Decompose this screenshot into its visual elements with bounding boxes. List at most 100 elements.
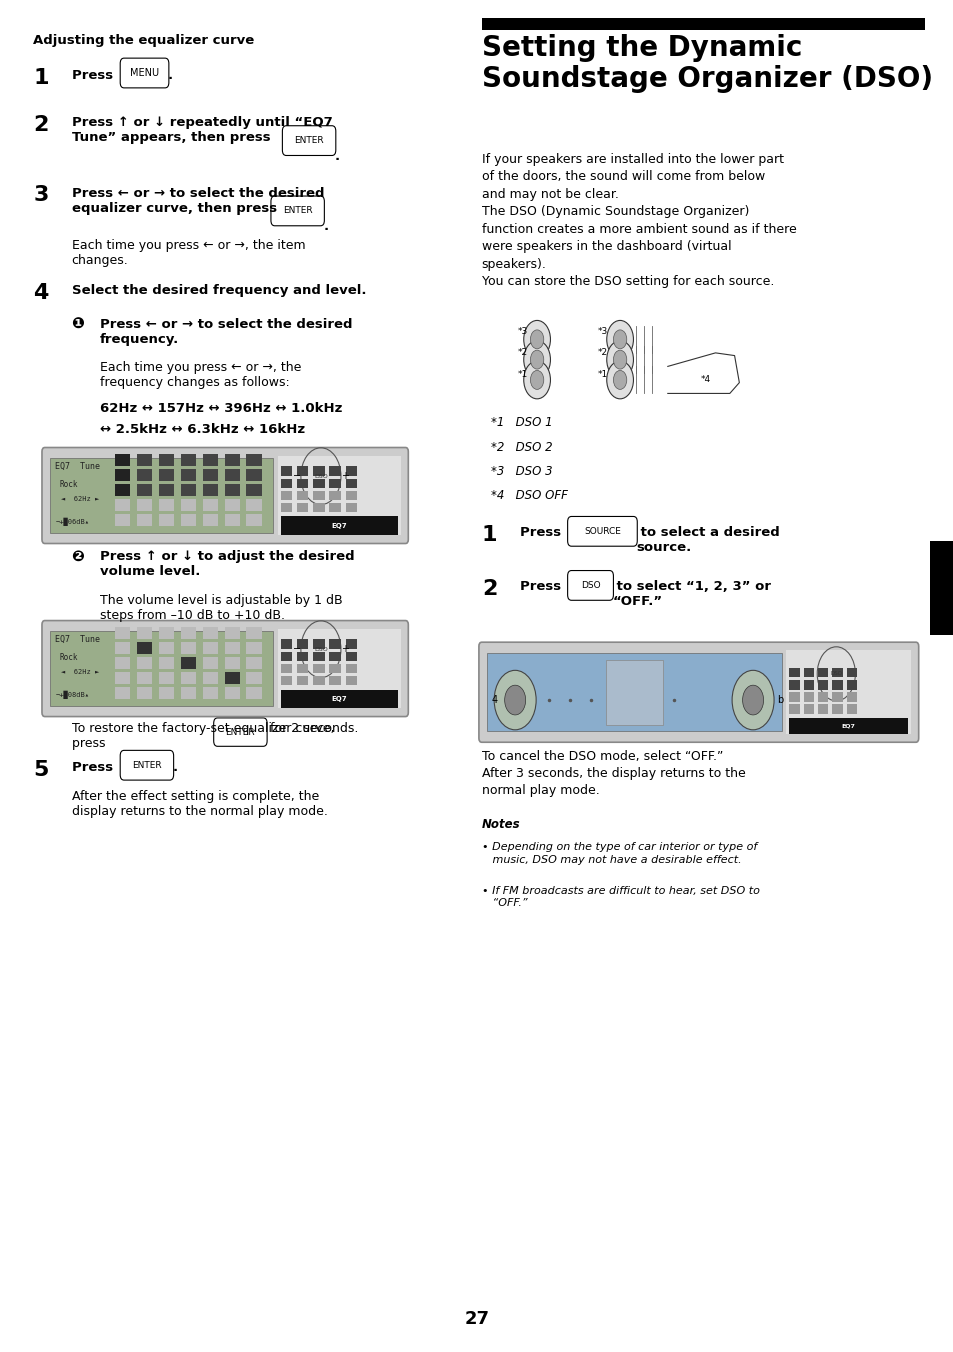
Bar bbox=[180, 672, 195, 684]
Text: 4: 4 bbox=[33, 283, 49, 303]
Bar bbox=[246, 642, 261, 654]
Text: Press: Press bbox=[519, 526, 565, 539]
Text: Notes: Notes bbox=[481, 818, 519, 831]
Bar bbox=[280, 639, 292, 649]
Bar bbox=[296, 491, 308, 500]
Bar bbox=[296, 479, 308, 488]
Bar bbox=[788, 704, 799, 714]
Text: EQ7: EQ7 bbox=[331, 696, 347, 702]
Text: ◄  62Hz ►: ◄ 62Hz ► bbox=[61, 669, 99, 675]
Bar bbox=[605, 660, 662, 725]
Text: .: . bbox=[172, 761, 177, 775]
Text: 62Hz ↔ 157Hz ↔ 396Hz ↔ 1.0kHz: 62Hz ↔ 157Hz ↔ 396Hz ↔ 1.0kHz bbox=[100, 402, 342, 415]
Bar bbox=[224, 514, 239, 526]
Bar bbox=[136, 642, 152, 654]
Bar bbox=[296, 652, 308, 661]
Text: .: . bbox=[323, 220, 328, 234]
Circle shape bbox=[613, 330, 626, 349]
FancyBboxPatch shape bbox=[42, 448, 408, 544]
Bar bbox=[313, 676, 324, 685]
FancyBboxPatch shape bbox=[213, 718, 267, 746]
Text: *1: *1 bbox=[598, 370, 608, 379]
Bar bbox=[345, 652, 356, 661]
Bar bbox=[180, 687, 195, 699]
Text: ↔ 2.5kHz ↔ 6.3kHz ↔ 16kHz: ↔ 2.5kHz ↔ 6.3kHz ↔ 16kHz bbox=[100, 423, 305, 437]
Bar bbox=[481, 18, 924, 30]
Text: *3: *3 bbox=[598, 327, 608, 335]
Bar bbox=[114, 484, 130, 496]
Bar bbox=[114, 687, 130, 699]
Text: EQ7  Tune: EQ7 Tune bbox=[55, 462, 100, 472]
Bar bbox=[296, 503, 308, 512]
Bar bbox=[158, 627, 173, 639]
Bar bbox=[277, 456, 400, 535]
Bar bbox=[280, 690, 397, 708]
Circle shape bbox=[523, 320, 550, 358]
Text: *2: *2 bbox=[598, 349, 608, 357]
Bar bbox=[280, 664, 292, 673]
Circle shape bbox=[613, 350, 626, 369]
Bar bbox=[345, 491, 356, 500]
Text: 1: 1 bbox=[481, 525, 497, 545]
Bar bbox=[313, 652, 324, 661]
Bar bbox=[280, 676, 292, 685]
Bar bbox=[817, 680, 827, 690]
Text: *3   DSO 3: *3 DSO 3 bbox=[491, 465, 553, 479]
Bar bbox=[158, 469, 173, 481]
Text: 3: 3 bbox=[33, 185, 49, 206]
Bar bbox=[246, 469, 261, 481]
Bar bbox=[158, 642, 173, 654]
Bar bbox=[50, 631, 273, 706]
Bar bbox=[224, 469, 239, 481]
Text: Adjusting the equalizer curve: Adjusting the equalizer curve bbox=[33, 34, 254, 47]
Circle shape bbox=[606, 320, 633, 358]
Bar bbox=[280, 503, 292, 512]
Bar bbox=[280, 466, 292, 476]
Text: Press ↑ or ↓ repeatedly until “EQ7
Tune” appears, then press: Press ↑ or ↓ repeatedly until “EQ7 Tune”… bbox=[71, 116, 332, 145]
Text: *4   DSO OFF: *4 DSO OFF bbox=[491, 489, 568, 503]
Bar bbox=[246, 657, 261, 669]
Text: b: b bbox=[776, 695, 782, 704]
Bar bbox=[296, 466, 308, 476]
Bar bbox=[158, 499, 173, 511]
Text: 2: 2 bbox=[33, 115, 49, 135]
Text: *2: *2 bbox=[517, 349, 528, 357]
Bar bbox=[158, 454, 173, 466]
Bar bbox=[296, 676, 308, 685]
Bar bbox=[136, 687, 152, 699]
Text: +: + bbox=[340, 645, 349, 654]
Text: Press: Press bbox=[519, 580, 565, 594]
Circle shape bbox=[741, 685, 762, 715]
Text: EQ7  Tune: EQ7 Tune bbox=[55, 635, 100, 645]
Bar bbox=[246, 484, 261, 496]
Bar bbox=[831, 704, 841, 714]
Text: Each time you press ← or →, the item
changes.: Each time you press ← or →, the item cha… bbox=[71, 239, 305, 268]
Text: DSO: DSO bbox=[580, 581, 599, 589]
Text: ENTER: ENTER bbox=[132, 761, 162, 769]
Bar bbox=[224, 687, 239, 699]
Text: −+█08dB▴: −+█08dB▴ bbox=[55, 691, 90, 699]
Bar bbox=[246, 499, 261, 511]
Bar bbox=[136, 657, 152, 669]
Bar bbox=[345, 466, 356, 476]
Bar bbox=[136, 514, 152, 526]
Text: After the effect setting is complete, the
display returns to the normal play mod: After the effect setting is complete, th… bbox=[71, 790, 327, 818]
Text: *4: *4 bbox=[700, 376, 711, 384]
Bar bbox=[280, 652, 292, 661]
Text: • Depending on the type of car interior or type of
   music, DSO may not have a : • Depending on the type of car interior … bbox=[481, 842, 757, 865]
Bar bbox=[136, 454, 152, 466]
Bar bbox=[329, 652, 340, 661]
Bar bbox=[313, 479, 324, 488]
Bar bbox=[329, 466, 340, 476]
Bar bbox=[180, 484, 195, 496]
Bar bbox=[329, 639, 340, 649]
Bar bbox=[345, 503, 356, 512]
Bar bbox=[114, 514, 130, 526]
Bar bbox=[329, 491, 340, 500]
Text: SOURCE: SOURCE bbox=[583, 527, 620, 535]
Text: Press ↑ or ↓ to adjust the desired
volume level.: Press ↑ or ↓ to adjust the desired volum… bbox=[100, 550, 355, 579]
Bar bbox=[802, 704, 813, 714]
Text: −: − bbox=[293, 645, 301, 654]
Bar bbox=[202, 469, 217, 481]
Circle shape bbox=[613, 370, 626, 389]
